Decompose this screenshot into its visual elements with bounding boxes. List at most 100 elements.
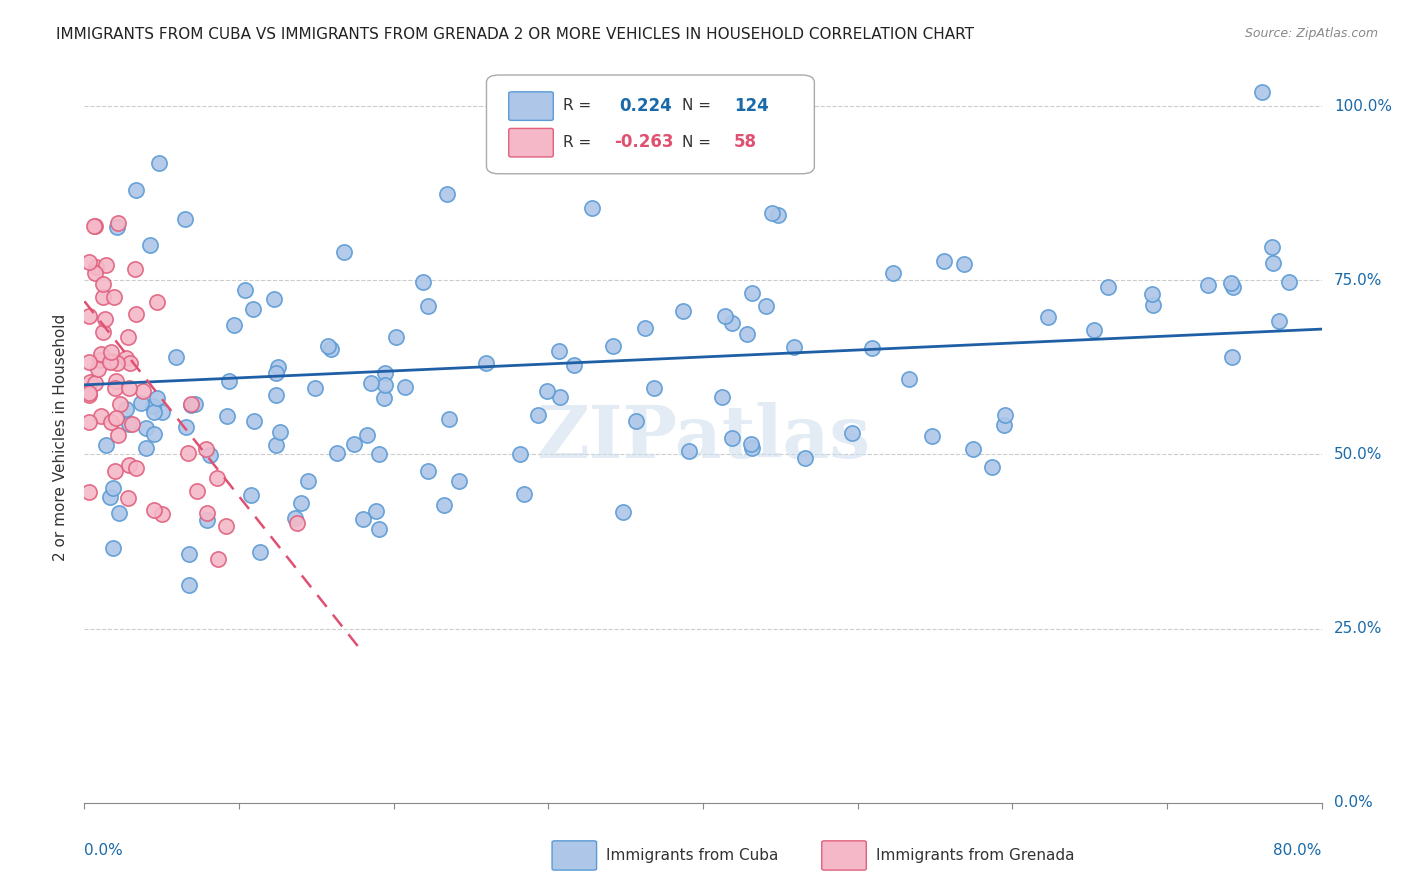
- Point: [416, 464, 439, 478]
- Point: [513, 486, 536, 500]
- Point: [104, 381, 127, 395]
- Point: [527, 408, 550, 422]
- Point: [91, 325, 114, 339]
- Point: [316, 339, 339, 353]
- Point: [860, 341, 883, 355]
- Point: [179, 547, 201, 561]
- Point: [146, 295, 169, 310]
- Text: 124: 124: [734, 96, 769, 115]
- Point: [548, 390, 571, 404]
- Point: [135, 441, 157, 455]
- FancyBboxPatch shape: [486, 75, 814, 174]
- Point: [343, 437, 366, 451]
- Point: [356, 428, 378, 442]
- Text: N =: N =: [682, 98, 711, 113]
- Point: [562, 358, 585, 372]
- Point: [1219, 276, 1241, 290]
- Point: [121, 417, 143, 431]
- Point: [437, 412, 460, 426]
- Point: [374, 377, 396, 392]
- Point: [263, 292, 285, 306]
- Point: [449, 475, 471, 489]
- Point: [142, 399, 165, 413]
- Point: [90, 347, 112, 361]
- Point: [897, 372, 920, 386]
- Text: IMMIGRANTS FROM CUBA VS IMMIGRANTS FROM GRENADA 2 OR MORE VEHICLES IN HOUSEHOLD : IMMIGRANTS FROM CUBA VS IMMIGRANTS FROM …: [56, 27, 974, 42]
- Point: [125, 460, 148, 475]
- Point: [174, 211, 197, 226]
- Point: [475, 356, 498, 370]
- Point: [1220, 350, 1243, 364]
- Point: [197, 513, 219, 527]
- Point: [364, 504, 387, 518]
- Point: [761, 206, 783, 220]
- Point: [197, 506, 219, 520]
- Point: [981, 460, 1004, 475]
- Point: [79, 376, 101, 390]
- Point: [1251, 85, 1274, 99]
- Text: 100.0%: 100.0%: [1334, 99, 1392, 113]
- Point: [1267, 314, 1289, 328]
- Point: [882, 266, 904, 280]
- Point: [433, 499, 456, 513]
- Point: [143, 503, 166, 517]
- Point: [124, 262, 146, 277]
- Point: [360, 376, 382, 390]
- Point: [962, 442, 984, 456]
- Point: [91, 290, 114, 304]
- Point: [721, 316, 744, 330]
- Point: [368, 522, 391, 536]
- Point: [319, 342, 342, 356]
- Point: [104, 410, 127, 425]
- Text: 0.224: 0.224: [619, 96, 672, 115]
- Point: [243, 413, 266, 427]
- Point: [100, 415, 122, 429]
- Point: [239, 487, 262, 501]
- Point: [107, 216, 129, 230]
- Point: [626, 414, 648, 428]
- Point: [125, 182, 148, 196]
- Point: [84, 376, 107, 390]
- Point: [108, 506, 131, 520]
- Point: [114, 351, 136, 365]
- Point: [101, 481, 124, 495]
- Point: [176, 446, 198, 460]
- Point: [374, 366, 396, 380]
- Point: [139, 237, 162, 252]
- Point: [114, 401, 136, 416]
- Point: [77, 254, 100, 268]
- Point: [678, 443, 700, 458]
- Point: [921, 428, 943, 442]
- Point: [222, 318, 245, 332]
- Point: [107, 427, 129, 442]
- Point: [352, 512, 374, 526]
- Point: [953, 257, 976, 271]
- Point: [129, 396, 152, 410]
- Point: [233, 283, 256, 297]
- Point: [993, 417, 1015, 432]
- Point: [98, 490, 121, 504]
- Point: [84, 260, 107, 274]
- Point: [103, 290, 125, 304]
- Point: [266, 438, 288, 452]
- Point: [215, 519, 238, 533]
- Point: [118, 356, 141, 370]
- Point: [643, 381, 665, 395]
- Point: [249, 545, 271, 559]
- Point: [83, 267, 105, 281]
- Point: [367, 447, 389, 461]
- Point: [87, 361, 110, 376]
- Point: [125, 308, 148, 322]
- Text: ZIPatlas: ZIPatlas: [536, 401, 870, 473]
- Text: 0.0%: 0.0%: [84, 843, 124, 858]
- Point: [267, 360, 290, 375]
- Point: [180, 397, 202, 411]
- Point: [93, 277, 115, 291]
- Point: [1222, 280, 1244, 294]
- Point: [581, 201, 603, 215]
- Point: [994, 409, 1017, 423]
- Point: [269, 425, 291, 439]
- Text: R =: R =: [564, 135, 592, 150]
- Point: [77, 484, 100, 499]
- FancyBboxPatch shape: [821, 841, 866, 870]
